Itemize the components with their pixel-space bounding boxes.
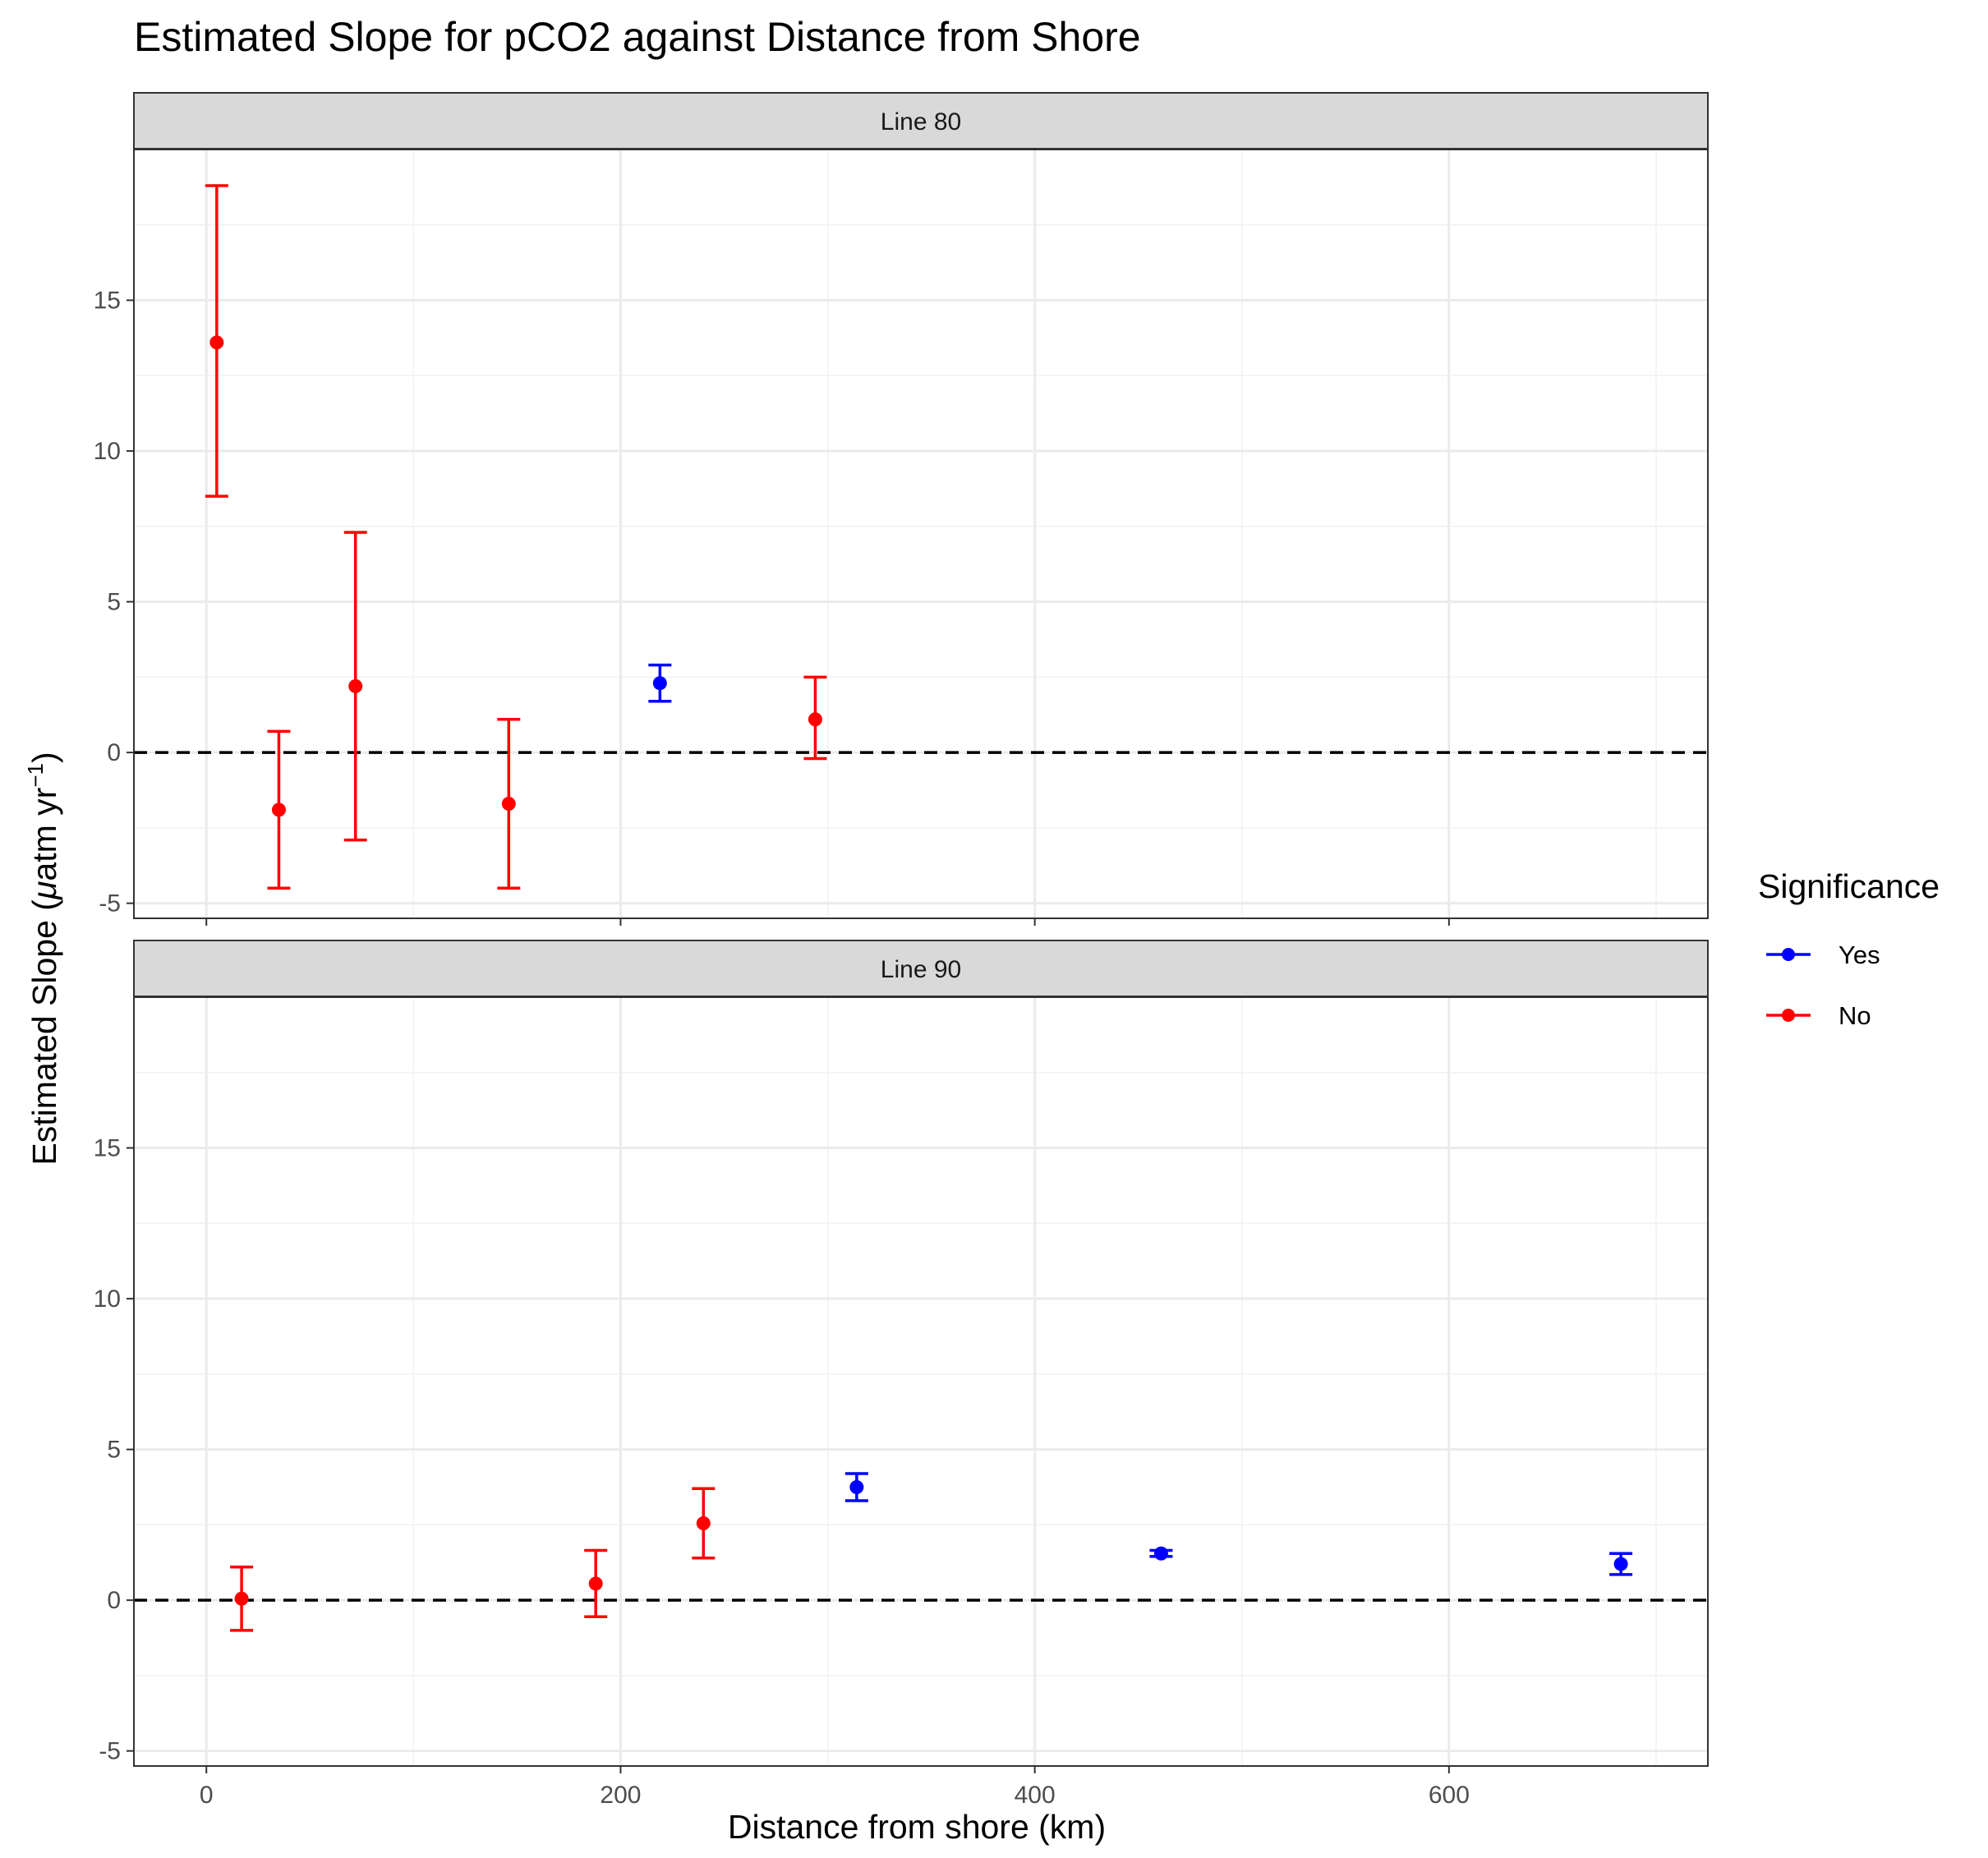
y-tick-label: 5 <box>107 589 121 616</box>
x-tick-label: 200 <box>600 1782 641 1809</box>
data-point-1-3 <box>343 531 367 842</box>
y-tick-label: 15 <box>94 1135 121 1162</box>
y-tick-label: 0 <box>107 1587 121 1614</box>
x-tick-label: 0 <box>200 1782 214 1809</box>
strip-label: Line 90 <box>881 956 961 983</box>
data-point-1-4 <box>497 717 521 890</box>
data-point-2-3 <box>692 1487 716 1560</box>
legend-key-point-yes <box>1782 948 1795 961</box>
legend-title: Significance <box>1758 867 1940 905</box>
point-marker <box>1153 1546 1168 1561</box>
y-axis-title-main: Estimated Slope ( <box>25 899 63 1166</box>
data-point-2-2 <box>584 1548 608 1619</box>
y-axis-title-mu: μ <box>25 881 63 900</box>
point-marker <box>652 676 667 691</box>
data-point-1-1 <box>205 184 228 498</box>
legend-item-yes: Yes <box>1766 940 1880 969</box>
x-tick-label: 600 <box>1429 1782 1470 1809</box>
legend-item-no: No <box>1766 1001 1871 1030</box>
y-axis-title-superscript: −1 <box>23 763 48 788</box>
data-point-2-4 <box>844 1472 868 1502</box>
chart-title: Estimated Slope for pCO2 against Distanc… <box>134 14 1141 60</box>
panel-border <box>133 149 1709 919</box>
legend-label-yes: Yes <box>1838 940 1880 969</box>
point-marker <box>588 1576 603 1591</box>
panel-background <box>134 997 1708 1766</box>
strip-background <box>133 940 1709 997</box>
strip-label: Line 80 <box>881 108 961 136</box>
panels: Line 80 -5 0 5 10 15 Line 90 -5 0 5 10 15 0 200 400 600 <box>94 92 1709 1809</box>
point-marker <box>348 678 363 693</box>
data-point-2-6 <box>1609 1552 1633 1576</box>
point-marker <box>849 1479 864 1494</box>
y-tick-label: 0 <box>107 739 121 766</box>
x-axis-title: Distance from shore (km) <box>728 1808 1106 1846</box>
y-axis-title-unit: atm yr <box>25 788 63 881</box>
y-tick-label: 10 <box>94 1285 121 1313</box>
point-marker <box>1613 1557 1628 1571</box>
point-marker <box>696 1516 711 1531</box>
y-tick-label: -5 <box>99 890 121 918</box>
data-point-2-1 <box>230 1565 254 1632</box>
panel-1: Line 80 -5 0 5 10 15 <box>94 92 1709 926</box>
legend-label-no: No <box>1838 1001 1871 1030</box>
point-marker <box>501 797 516 812</box>
panel-background <box>134 149 1708 918</box>
y-tick-label: 5 <box>107 1437 121 1464</box>
data-point-1-5 <box>648 663 672 703</box>
panel-border <box>133 996 1709 1767</box>
strip-background <box>133 92 1709 149</box>
point-marker <box>271 803 286 817</box>
y-axis-title: Estimated Slope (μatm yr−1) <box>23 752 63 1165</box>
y-tick-label: -5 <box>99 1738 121 1765</box>
point-marker <box>209 335 224 350</box>
point-marker <box>808 712 822 727</box>
data-point-1-2 <box>267 729 291 890</box>
legend: Significance Yes No <box>1758 867 1940 1030</box>
y-tick-label: 10 <box>94 438 121 465</box>
x-tick-label: 400 <box>1015 1782 1056 1809</box>
data-point-1-6 <box>803 675 827 761</box>
y-axis-title-close: ) <box>25 752 63 763</box>
legend-key-point-no <box>1782 1009 1795 1022</box>
point-marker <box>234 1591 249 1606</box>
panel-2: Line 90 -5 0 5 10 15 0 200 400 600 <box>94 940 1709 1809</box>
y-tick-label: 15 <box>94 287 121 315</box>
data-point-2-5 <box>1149 1546 1173 1561</box>
